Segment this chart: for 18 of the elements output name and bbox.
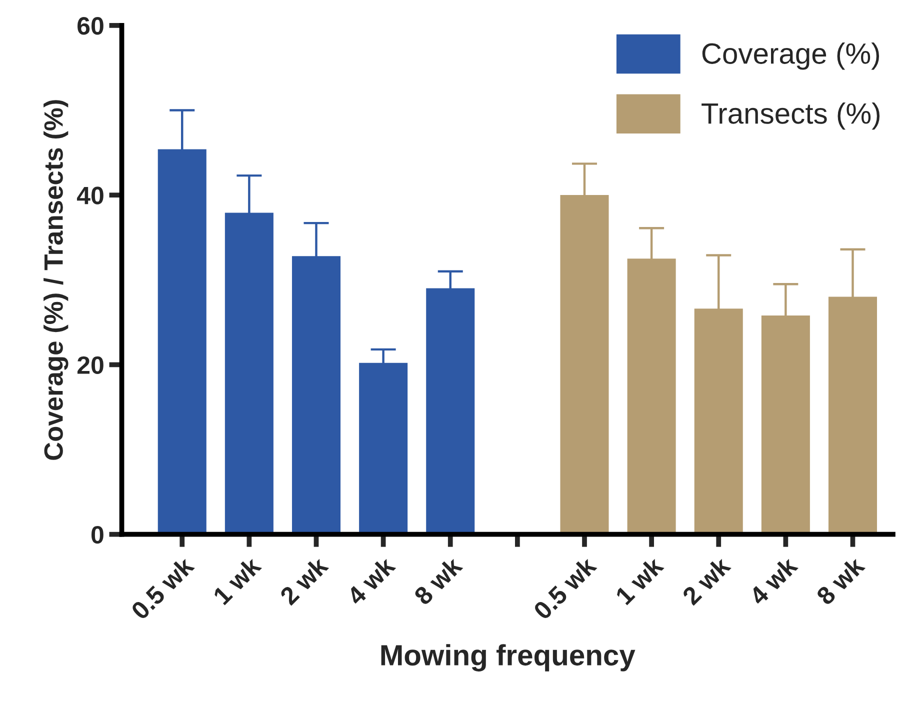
legend-label: Coverage (%) bbox=[702, 42, 880, 70]
y-tick-label: 0 bbox=[91, 526, 104, 544]
y-tick-label: 60 bbox=[78, 17, 104, 35]
x-tick-label: 0.5 wk bbox=[130, 555, 196, 621]
y-tick-label: 20 bbox=[77, 356, 104, 374]
x-tick-label: 0.5 wk bbox=[532, 555, 598, 621]
legend-label: Transects (%) bbox=[702, 102, 880, 130]
x-axis-title: Mowing frequency bbox=[381, 644, 636, 672]
x-tick-label: 1 wk bbox=[212, 555, 262, 606]
x-tick-label: 8 wk bbox=[814, 555, 866, 606]
x-tick-label: 8 wk bbox=[412, 555, 464, 606]
x-tick-label: 4 wk bbox=[748, 555, 799, 606]
x-tick-label: 1 wk bbox=[614, 555, 664, 606]
x-tick-label: 2 wk bbox=[278, 555, 330, 606]
x-tick-label: 2 wk bbox=[680, 555, 732, 606]
y-tick-label: 40 bbox=[76, 186, 104, 204]
x-tick-label: 4 wk bbox=[345, 555, 396, 606]
y-axis-title: Coverage (%) / Transects (%) bbox=[44, 100, 68, 460]
